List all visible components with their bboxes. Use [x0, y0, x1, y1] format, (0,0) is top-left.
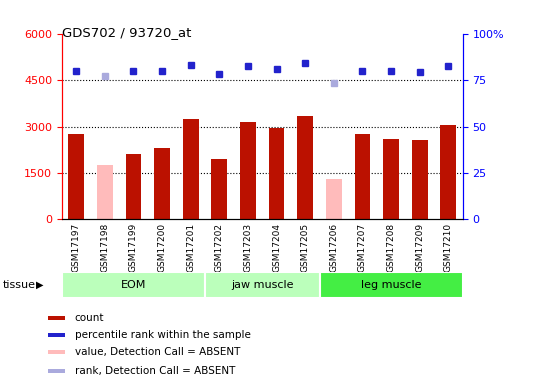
Bar [326, 179, 342, 219]
Bar [48, 316, 65, 320]
Text: GSM17200: GSM17200 [158, 223, 167, 272]
Text: GSM17207: GSM17207 [358, 223, 367, 272]
Bar [355, 134, 370, 219]
Bar [383, 139, 399, 219]
Text: GSM17206: GSM17206 [329, 223, 338, 272]
Text: tissue: tissue [3, 280, 36, 290]
Text: count: count [74, 313, 104, 323]
Bar [211, 159, 227, 219]
Bar [320, 272, 463, 298]
Bar [125, 154, 141, 219]
Text: GSM17204: GSM17204 [272, 223, 281, 272]
Text: GSM17198: GSM17198 [100, 223, 109, 272]
Bar [268, 128, 285, 219]
Text: ▶: ▶ [36, 280, 44, 290]
Text: GSM17209: GSM17209 [415, 223, 424, 272]
Text: jaw muscle: jaw muscle [231, 280, 294, 290]
Bar [62, 272, 205, 298]
Text: EOM: EOM [121, 280, 146, 290]
Bar [48, 350, 65, 354]
Bar [48, 333, 65, 337]
Bar [68, 134, 84, 219]
Bar [154, 148, 170, 219]
Text: GSM17208: GSM17208 [387, 223, 395, 272]
Bar [48, 369, 65, 373]
Text: GSM17210: GSM17210 [444, 223, 453, 272]
Bar [441, 125, 456, 219]
Text: GDS702 / 93720_at: GDS702 / 93720_at [62, 26, 191, 39]
Text: GSM17199: GSM17199 [129, 223, 138, 272]
Text: percentile rank within the sample: percentile rank within the sample [74, 330, 250, 340]
Text: GSM17203: GSM17203 [244, 223, 252, 272]
Text: GSM17197: GSM17197 [72, 223, 81, 272]
Text: leg muscle: leg muscle [361, 280, 421, 290]
Bar [97, 165, 112, 219]
Text: GSM17205: GSM17205 [301, 223, 310, 272]
Bar [240, 122, 256, 219]
Bar [412, 141, 428, 219]
Text: rank, Detection Call = ABSENT: rank, Detection Call = ABSENT [74, 366, 235, 375]
Text: value, Detection Call = ABSENT: value, Detection Call = ABSENT [74, 347, 240, 357]
Bar [298, 116, 313, 219]
Text: GSM17202: GSM17202 [215, 223, 224, 272]
Bar [205, 272, 320, 298]
Bar [183, 119, 199, 219]
Text: GSM17201: GSM17201 [186, 223, 195, 272]
